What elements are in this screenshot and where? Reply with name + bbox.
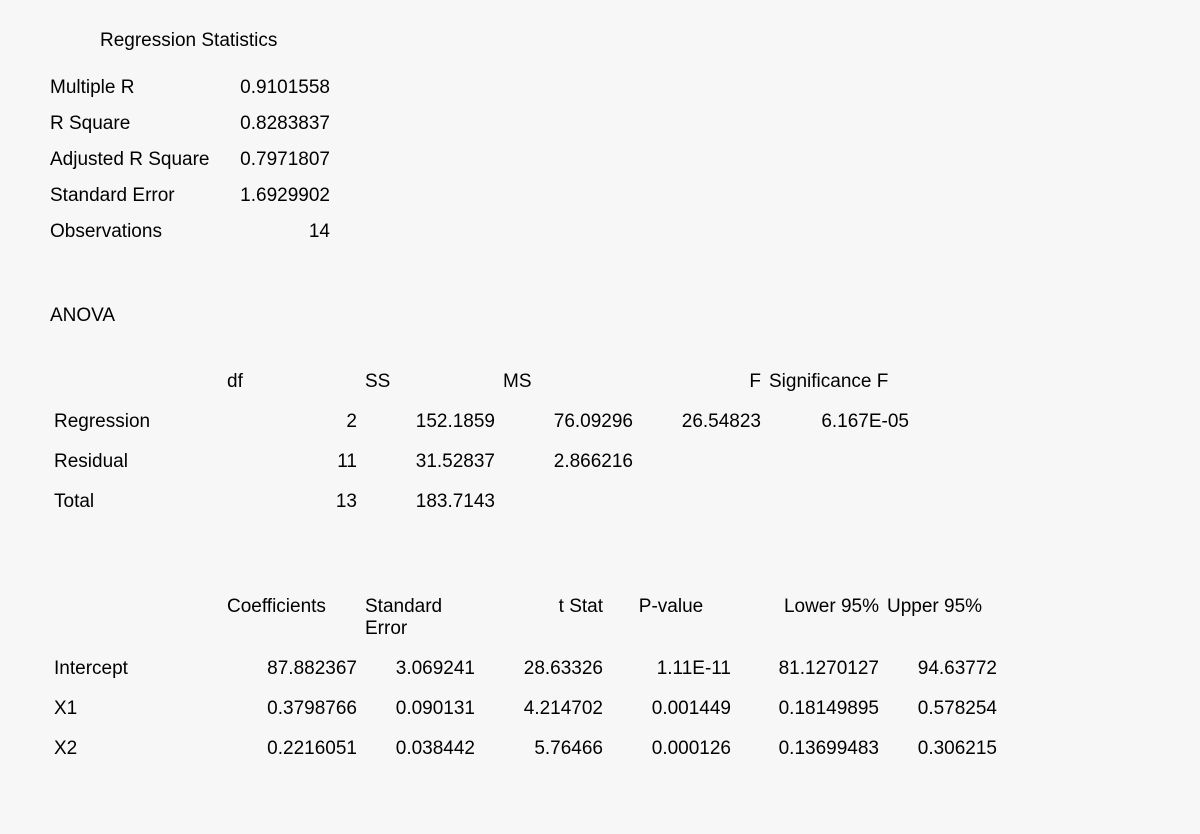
stat-label: Multiple R xyxy=(50,70,220,106)
anova-df: 13 xyxy=(223,482,361,522)
coef-value: 87.882367 xyxy=(223,649,361,689)
table-row: Standard Error 1.6929902 xyxy=(50,178,330,214)
coef-lower: 0.13699483 xyxy=(735,729,883,769)
anova-ss: 152.1859 xyxy=(361,402,499,442)
coef-lower: 0.18149895 xyxy=(735,689,883,729)
stat-label: Observations xyxy=(50,214,220,250)
coef-t: 4.214702 xyxy=(479,689,607,729)
coef-upper: 0.578254 xyxy=(883,689,1001,729)
coef-p: 0.000126 xyxy=(607,729,735,769)
coef-row-label: X1 xyxy=(50,689,223,729)
stat-value: 0.7971807 xyxy=(220,142,330,178)
anova-ms xyxy=(499,482,637,522)
coef-se: 0.090131 xyxy=(361,689,479,729)
coef-upper: 0.306215 xyxy=(883,729,1001,769)
coefficients-header-row: Coefficients Standard Error t Stat P-val… xyxy=(50,587,1001,649)
stat-label: Standard Error xyxy=(50,178,220,214)
anova-row-label: Regression xyxy=(50,402,223,442)
anova-row-label: Total xyxy=(50,482,223,522)
table-row: Observations 14 xyxy=(50,214,330,250)
coef-p: 1.11E-11 xyxy=(607,649,735,689)
anova-df: 11 xyxy=(223,442,361,482)
coef-header-lower: Lower 95% xyxy=(735,587,883,649)
coef-row-label: Intercept xyxy=(50,649,223,689)
coef-t: 28.63326 xyxy=(479,649,607,689)
table-row: Multiple R 0.9101558 xyxy=(50,70,330,106)
anova-header-row: df SS MS F Significance F xyxy=(50,362,913,402)
table-row: Intercept 87.882367 3.069241 28.63326 1.… xyxy=(50,649,1001,689)
anova-header-f: F xyxy=(637,362,765,402)
regression-statistics-table: Multiple R 0.9101558 R Square 0.8283837 … xyxy=(50,70,330,250)
coef-upper: 94.63772 xyxy=(883,649,1001,689)
coef-lower: 81.1270127 xyxy=(735,649,883,689)
table-row: Residual 11 31.52837 2.866216 xyxy=(50,442,913,482)
anova-header-ms: MS xyxy=(499,362,637,402)
stat-value: 1.6929902 xyxy=(220,178,330,214)
anova-ms: 2.866216 xyxy=(499,442,637,482)
anova-header-ss: SS xyxy=(361,362,499,402)
coef-header-upper: Upper 95% xyxy=(883,587,1001,649)
table-row: R Square 0.8283837 xyxy=(50,106,330,142)
stat-value: 0.8283837 xyxy=(220,106,330,142)
coef-header-tstat: t Stat xyxy=(479,587,607,649)
coef-value: 0.3798766 xyxy=(223,689,361,729)
anova-df: 2 xyxy=(223,402,361,442)
coef-row-label: X2 xyxy=(50,729,223,769)
coef-header-pvalue: P-value xyxy=(607,587,735,649)
anova-f xyxy=(637,442,765,482)
anova-table: df SS MS F Significance F Regression 2 1… xyxy=(50,362,913,522)
anova-ss: 31.52837 xyxy=(361,442,499,482)
anova-row-label: Residual xyxy=(50,442,223,482)
regression-statistics-header: Regression Statistics xyxy=(100,30,1150,52)
coef-header-coefficients: Coefficients xyxy=(223,587,361,649)
anova-ss: 183.7143 xyxy=(361,482,499,522)
stat-value: 14 xyxy=(220,214,330,250)
anova-header-sig: Significance F xyxy=(765,362,913,402)
coef-p: 0.001449 xyxy=(607,689,735,729)
regression-output: Regression Statistics Multiple R 0.91015… xyxy=(0,0,1200,799)
table-row: Adjusted R Square 0.7971807 xyxy=(50,142,330,178)
stat-label: Adjusted R Square xyxy=(50,142,220,178)
coef-value: 0.2216051 xyxy=(223,729,361,769)
anova-f xyxy=(637,482,765,522)
table-row: Regression 2 152.1859 76.09296 26.54823 … xyxy=(50,402,913,442)
anova-title: ANOVA xyxy=(50,305,1150,327)
anova-sig xyxy=(765,482,913,522)
anova-sig xyxy=(765,442,913,482)
table-row: Total 13 183.7143 xyxy=(50,482,913,522)
anova-f: 26.54823 xyxy=(637,402,765,442)
stat-label: R Square xyxy=(50,106,220,142)
coef-se: 3.069241 xyxy=(361,649,479,689)
anova-sig: 6.167E-05 xyxy=(765,402,913,442)
table-row: X2 0.2216051 0.038442 5.76466 0.000126 0… xyxy=(50,729,1001,769)
stat-value: 0.9101558 xyxy=(220,70,330,106)
coef-se: 0.038442 xyxy=(361,729,479,769)
coef-header-se: Standard Error xyxy=(361,587,479,649)
coef-t: 5.76466 xyxy=(479,729,607,769)
coefficients-table: Coefficients Standard Error t Stat P-val… xyxy=(50,587,1001,769)
anova-header-df: df xyxy=(223,362,361,402)
anova-ms: 76.09296 xyxy=(499,402,637,442)
table-row: X1 0.3798766 0.090131 4.214702 0.001449 … xyxy=(50,689,1001,729)
